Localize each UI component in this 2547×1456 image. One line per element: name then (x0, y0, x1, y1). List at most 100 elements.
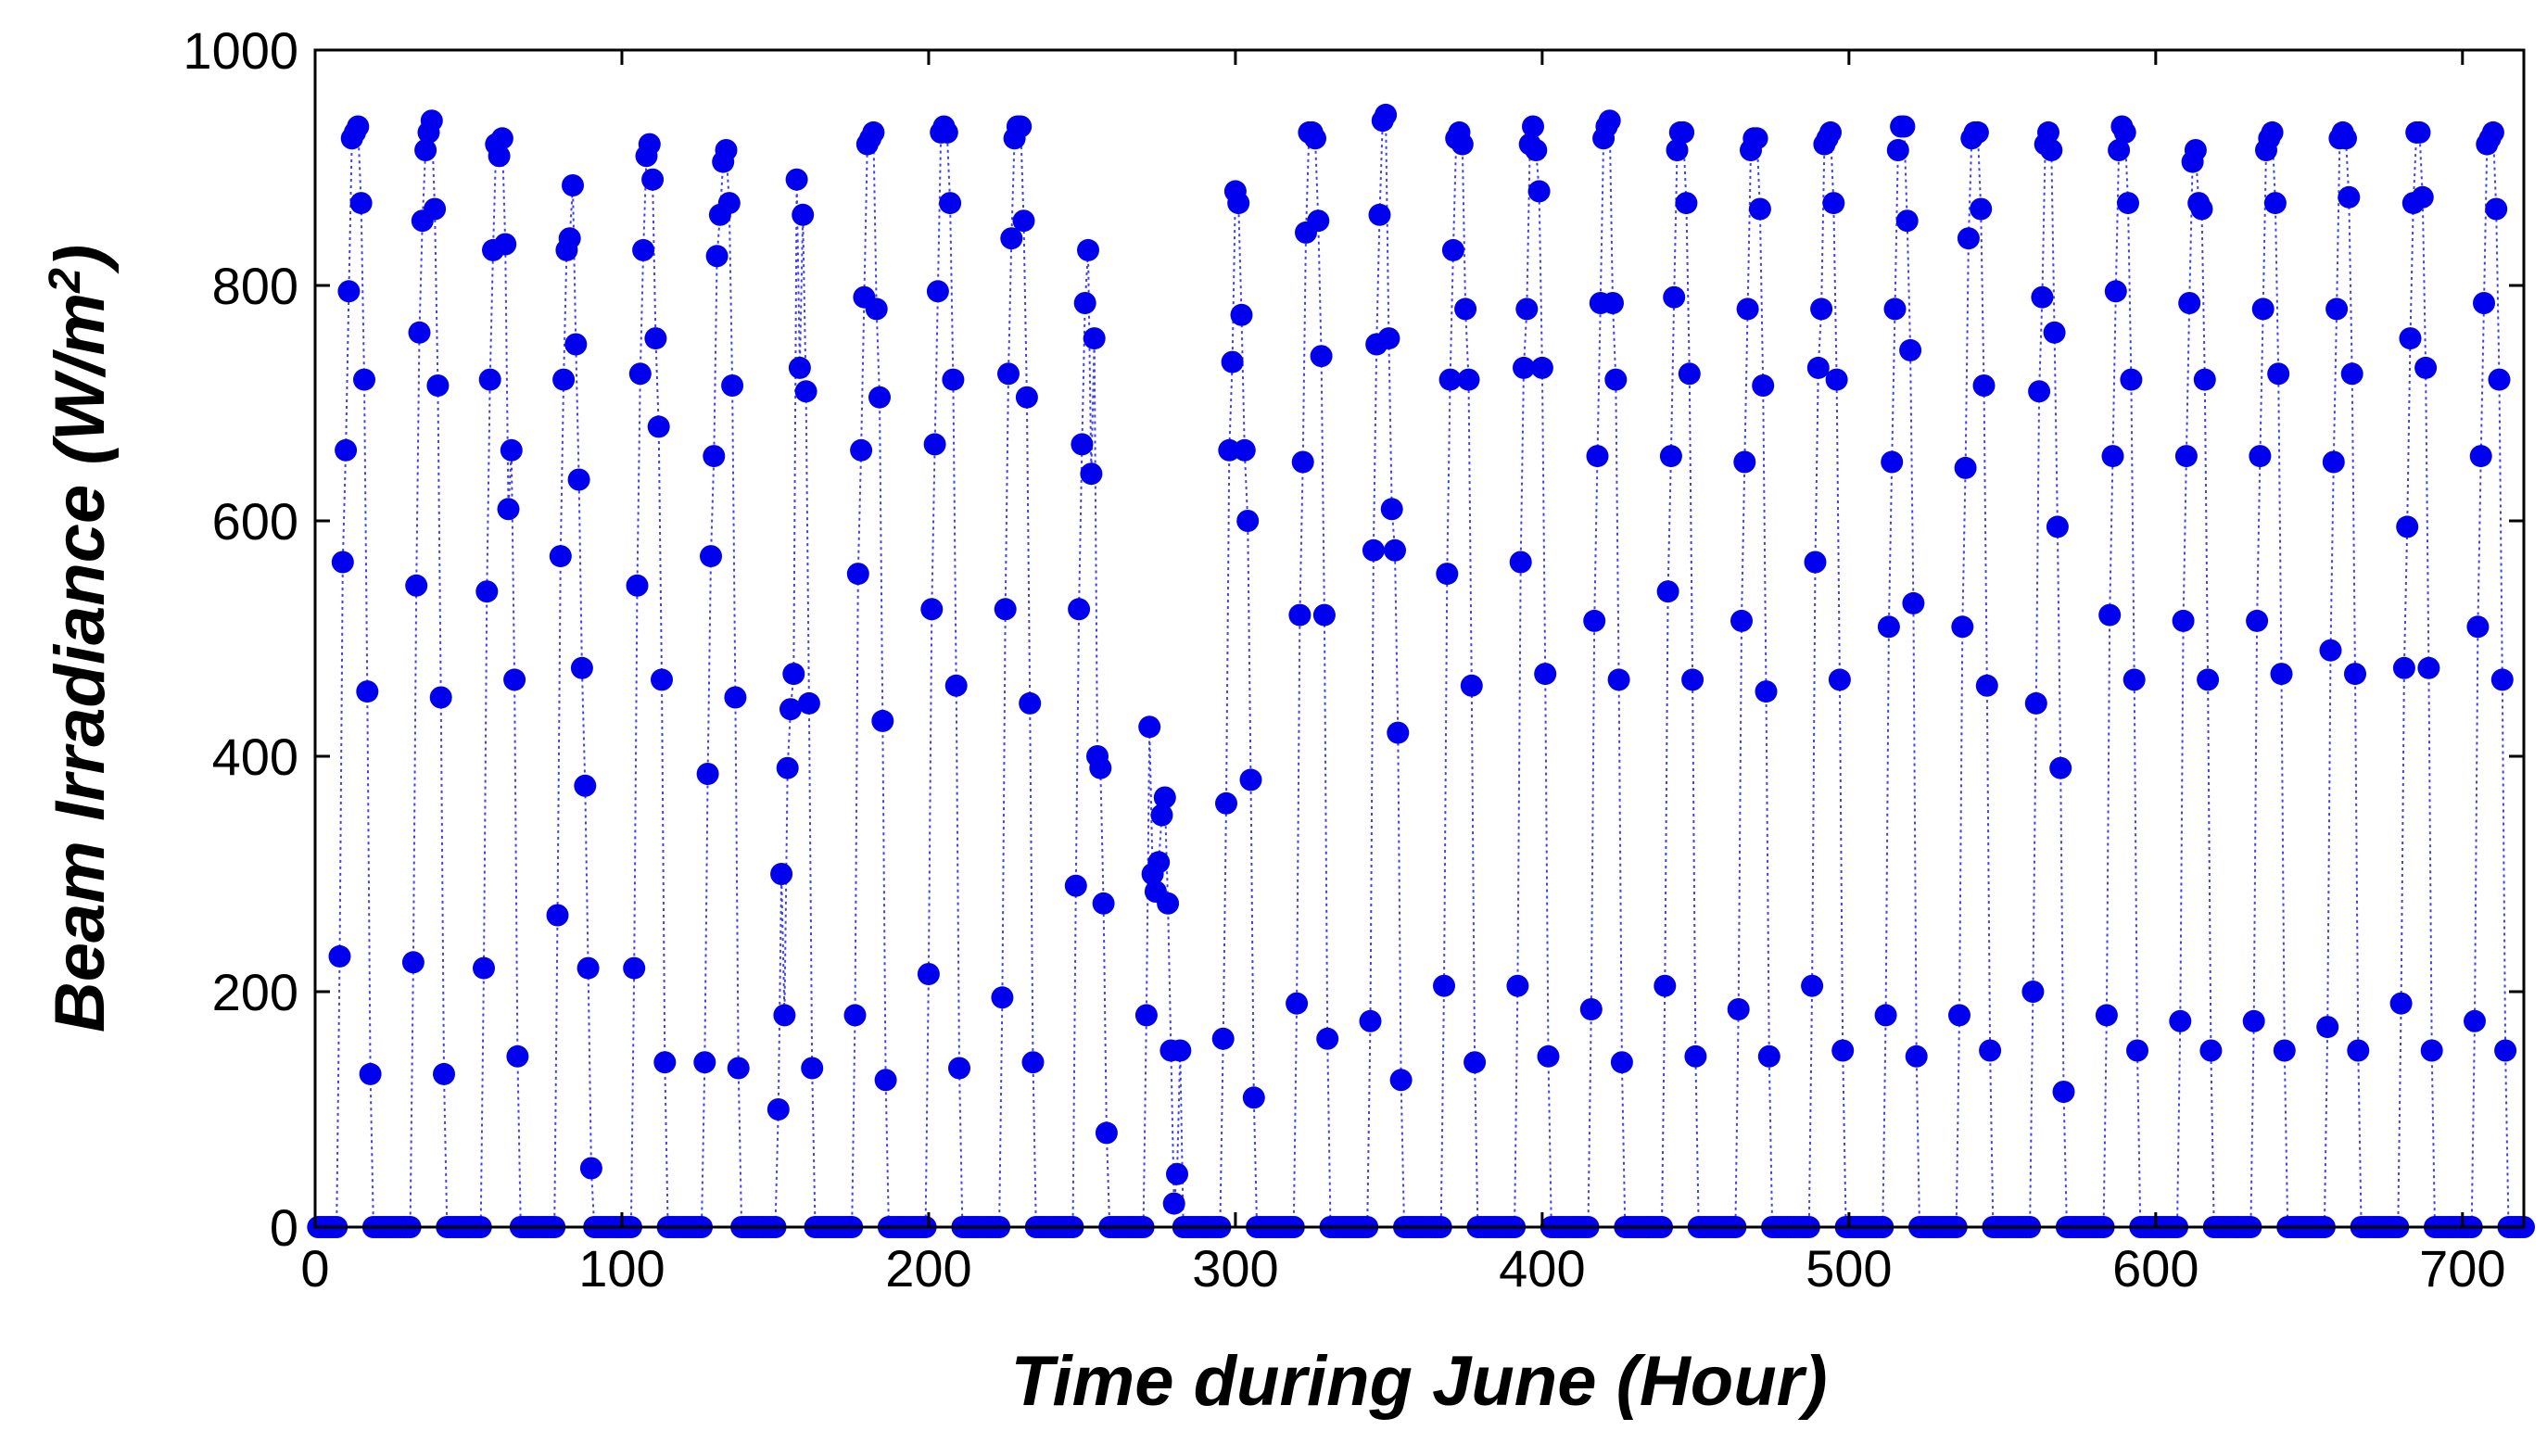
data-point (1895, 209, 1919, 233)
data-point (1583, 609, 1606, 632)
data-point (567, 468, 590, 491)
data-point (776, 756, 799, 779)
data-point (2174, 445, 2198, 468)
data-point (433, 1062, 455, 1085)
data-point (797, 691, 820, 715)
data-point (1064, 874, 1087, 897)
data-point (1806, 356, 1830, 379)
data-point (1073, 292, 1096, 314)
data-point (770, 863, 793, 885)
data-point (1610, 1051, 1633, 1074)
data-point (2420, 1039, 2443, 1062)
data-point (1899, 338, 1922, 361)
data-point (1607, 668, 1630, 691)
data-point (1874, 1004, 1897, 1027)
data-point (2031, 285, 2054, 309)
data-point (2490, 668, 2514, 691)
data-point (1218, 438, 1241, 462)
x-tick-label: 200 (885, 1239, 971, 1298)
data-point (868, 386, 891, 409)
data-point (405, 574, 428, 597)
data-point (2267, 362, 2290, 386)
data-point (2325, 298, 2349, 321)
data-point (1745, 127, 1768, 150)
data-point (1801, 974, 1824, 997)
data-point (1530, 356, 1553, 379)
data-point (2052, 1081, 2075, 1103)
data-point (359, 1062, 382, 1085)
data-point (564, 333, 588, 356)
data-point (2273, 1039, 2296, 1062)
data-point (647, 415, 670, 438)
y-tick-label: 0 (270, 1198, 298, 1257)
data-point (1831, 1039, 1855, 1062)
data-point (503, 668, 526, 691)
data-point (874, 1069, 897, 1092)
data-point (1211, 1027, 1235, 1050)
y-tick-label: 200 (212, 963, 298, 1021)
data-point (1515, 298, 1539, 321)
data-point (2261, 120, 2284, 144)
axis-ticks (313, 48, 2524, 1229)
data-point (703, 445, 726, 468)
data-point (1663, 285, 1686, 309)
x-tick-label: 0 (300, 1239, 329, 1298)
data-point (2193, 368, 2216, 391)
data-point (1460, 674, 1483, 697)
data-point (1810, 298, 1833, 321)
data-point (1150, 804, 1173, 827)
data-point (2108, 139, 2131, 161)
y-axis-title-main: Beam Irradiance (W/m (41, 293, 120, 1032)
data-point (2316, 1016, 2339, 1039)
data-point (2037, 120, 2059, 144)
x-tick-label: 700 (2419, 1239, 2505, 1298)
data-point (2169, 1009, 2192, 1032)
data-point (1579, 998, 1603, 1020)
data-point (1684, 1045, 1707, 1068)
data-point (577, 956, 600, 980)
data-point (1454, 298, 1477, 321)
data-point (721, 374, 744, 397)
data-point (1886, 139, 1909, 161)
data-point (1068, 598, 1091, 621)
data-point (2481, 120, 2504, 144)
data-point (1656, 580, 1679, 603)
data-point (1905, 1045, 1928, 1068)
data-point (2417, 656, 2440, 679)
data-point (994, 598, 1017, 621)
data-point (724, 686, 747, 709)
data-point (801, 1057, 824, 1080)
data-point (696, 763, 719, 785)
data-point (948, 1057, 970, 1080)
data-point (579, 1157, 602, 1180)
data-point (1362, 538, 1385, 562)
data-point (424, 197, 447, 221)
data-point (1377, 327, 1400, 350)
data-point (1242, 1086, 1265, 1109)
data-point (846, 563, 869, 586)
data-point (2399, 327, 2422, 350)
data-point (1080, 462, 1103, 486)
data-point (506, 1045, 529, 1068)
data-point (638, 133, 661, 156)
data-point (1457, 368, 1480, 391)
data-point (414, 139, 437, 161)
data-point (1134, 1004, 1158, 1027)
data-point (862, 120, 885, 144)
data-point (2408, 120, 2431, 144)
data-point (349, 192, 373, 215)
data-point (1948, 1004, 1970, 1027)
data-point (871, 709, 894, 732)
x-tick-label: 400 (1499, 1239, 1585, 1298)
data-point (328, 944, 351, 968)
data-point (1752, 374, 1775, 397)
data-point (1436, 563, 1459, 586)
data-point (1513, 356, 1535, 379)
data-point (2488, 368, 2511, 391)
data-point (552, 368, 576, 391)
data-point (1659, 445, 1682, 468)
data-point (549, 545, 572, 568)
data-point (1748, 197, 1771, 221)
data-point (944, 674, 968, 697)
